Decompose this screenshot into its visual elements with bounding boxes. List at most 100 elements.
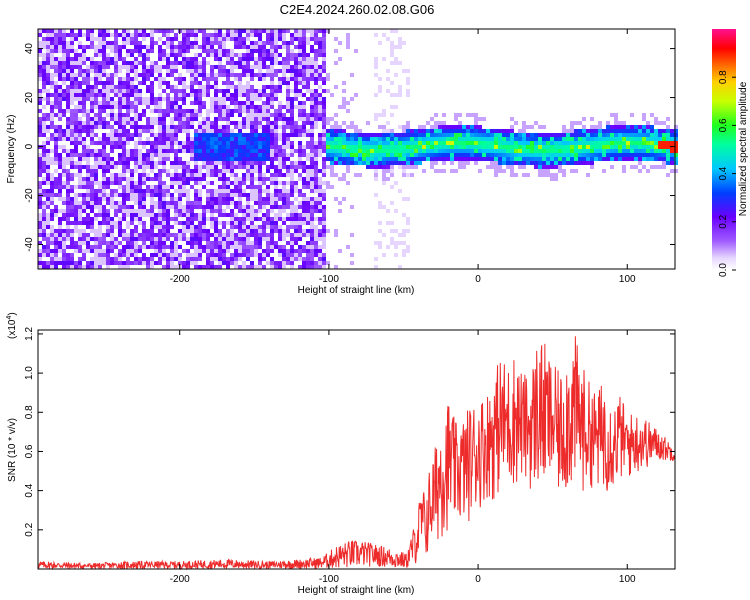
heatmap-cell [334, 49, 338, 53]
heatmap-cell [282, 81, 286, 85]
heatmap-cell [194, 193, 198, 197]
heatmap-cell [194, 57, 198, 61]
heatmap-cell [98, 33, 102, 37]
heatmap-cell [206, 165, 210, 169]
heatmap-cell [42, 177, 46, 181]
heatmap-cell [182, 165, 186, 169]
heatmap-cell [302, 209, 306, 213]
heatmap-cell [290, 101, 294, 105]
heatmap-cell [258, 125, 262, 129]
heatmap-cell [298, 61, 302, 65]
heatmap-cell [98, 249, 102, 253]
heatmap-cell [546, 137, 550, 141]
heatmap-cell [502, 157, 506, 161]
heatmap-cell [286, 153, 290, 157]
heatmap-cell [226, 205, 230, 209]
heatmap-cell [158, 201, 162, 205]
heatmap-cell [106, 185, 110, 189]
heatmap-cell [454, 129, 458, 133]
heatmap-cell [202, 177, 206, 181]
heatmap-cell [326, 129, 330, 133]
heatmap-cell [402, 137, 406, 141]
heatmap-cell [482, 157, 486, 161]
heatmap-cell [286, 189, 290, 193]
heatmap-cell [58, 181, 62, 185]
heatmap-cell [494, 149, 498, 153]
heatmap-cell [522, 133, 526, 137]
heatmap-cell [106, 233, 110, 237]
heatmap-cell [130, 37, 134, 41]
heatmap-cell [274, 33, 278, 37]
heatmap-cell [638, 149, 642, 153]
heatmap-cell [118, 109, 122, 113]
heatmap-cell [302, 117, 306, 121]
heatmap-cell [406, 197, 410, 201]
heatmap-cell [74, 213, 78, 217]
heatmap-cell [602, 157, 606, 161]
heatmap-cell [246, 53, 250, 57]
heatmap-cell [510, 125, 514, 129]
heatmap-cell [374, 61, 378, 65]
heatmap-cell [222, 209, 226, 213]
heatmap-cell [278, 101, 282, 105]
heatmap-cell [238, 77, 242, 81]
heatmap-cell [194, 109, 198, 113]
heatmap-cell [310, 57, 314, 61]
heatmap-cell [630, 141, 634, 145]
heatmap-cell [514, 157, 518, 161]
heatmap-cell [402, 41, 406, 45]
heatmap-cell [146, 149, 150, 153]
heatmap-cell [306, 69, 310, 73]
heatmap-cell [278, 233, 282, 237]
heatmap-cell [102, 169, 106, 173]
heatmap-cell [554, 161, 558, 165]
heatmap-cell [150, 49, 154, 53]
heatmap-cell [154, 241, 158, 245]
heatmap-cell [102, 85, 106, 89]
heatmap-cell [214, 37, 218, 41]
heatmap-cell [182, 161, 186, 165]
heatmap-cell [250, 101, 254, 105]
heatmap-cell [218, 137, 222, 141]
heatmap-cell [382, 153, 386, 157]
heatmap-cell [378, 201, 382, 205]
heatmap-cell [294, 169, 298, 173]
heatmap-cell [578, 137, 582, 141]
heatmap-cell [230, 197, 234, 201]
heatmap-cell [522, 153, 526, 157]
heatmap-cell [150, 29, 154, 33]
heatmap-cell [446, 133, 450, 137]
heatmap-cell [138, 153, 142, 157]
heatmap-cell [86, 201, 90, 205]
heatmap-cell [162, 249, 166, 253]
heatmap-cell [190, 73, 194, 77]
heatmap-cell [438, 125, 442, 129]
heatmap-cell [178, 49, 182, 53]
heatmap-cell [114, 161, 118, 165]
heatmap-cell [622, 125, 626, 129]
heatmap-cell [282, 209, 286, 213]
heatmap-cell [330, 133, 334, 137]
heatmap-cell [118, 261, 122, 265]
heatmap-cell [150, 221, 154, 225]
heatmap-cell [198, 145, 202, 149]
heatmap-cell [190, 173, 194, 177]
heatmap-cell [662, 141, 666, 145]
heatmap-cell [178, 61, 182, 65]
heatmap-cell [366, 121, 370, 125]
heatmap-cell [430, 125, 434, 129]
heatmap-cell [166, 265, 170, 269]
heatmap-cell [266, 197, 270, 201]
heatmap-cell [98, 153, 102, 157]
heatmap-cell [78, 233, 82, 237]
heatmap-cell [466, 157, 470, 161]
heatmap-cell [166, 245, 170, 249]
heatmap-cell [146, 261, 150, 265]
heatmap-cell [378, 161, 382, 165]
heatmap-cell [126, 153, 130, 157]
snr-y-scale-base: (x104) [6, 312, 18, 339]
heatmap-cell [298, 65, 302, 69]
heatmap-cell [250, 233, 254, 237]
heatmap-cell [254, 249, 258, 253]
heatmap-cell [586, 149, 590, 153]
